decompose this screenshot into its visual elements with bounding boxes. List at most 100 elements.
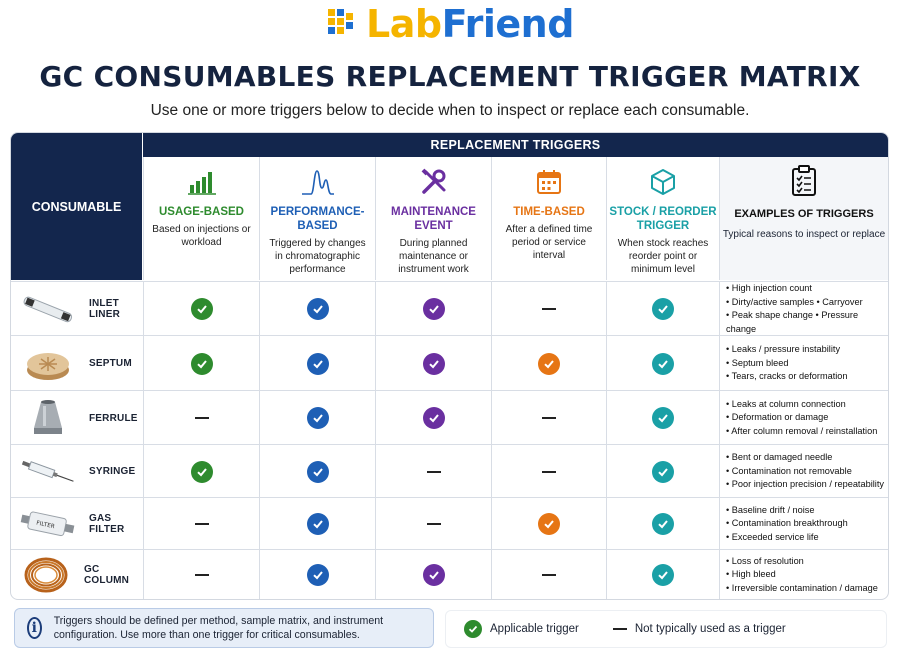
check-icon xyxy=(538,513,560,535)
trigger-column-header-1: PERFORMANCE-BASED Triggered by changes in… xyxy=(259,157,375,280)
trigger-cell xyxy=(606,391,719,445)
logo-text-friend: Friend xyxy=(441,2,575,46)
check-icon xyxy=(422,564,445,586)
example-item: Septum bleed xyxy=(726,357,888,371)
trigger-column-header-2: MAINTENANCE EVENT During planned maintena… xyxy=(375,157,491,280)
check-icon xyxy=(652,460,674,483)
trigger-cell xyxy=(606,498,719,550)
wrench-screwdriver-icon xyxy=(376,167,491,197)
trigger-column-header-3: TIME-BASED After a defined time period or… xyxy=(491,157,606,280)
examples-cell: Loss of resolutionHigh bleedIrreversible… xyxy=(719,550,888,599)
trigger-cell xyxy=(259,445,375,498)
legend-not-typical: Not typically used as a trigger xyxy=(612,623,786,635)
trigger-cell xyxy=(491,391,606,445)
dash-icon xyxy=(542,574,556,576)
examples-column-header: EXAMPLES OF TRIGGERS Typical reasons to … xyxy=(719,157,888,280)
brand-logo: LabFriend xyxy=(0,2,900,46)
dash-icon xyxy=(612,628,627,630)
example-item: After column removal / reinstallation xyxy=(726,425,888,439)
trigger-cell xyxy=(606,550,719,599)
check-icon xyxy=(306,352,329,375)
logo-text-lab: Lab xyxy=(366,2,442,46)
page-title: GC CONSUMABLES REPLACEMENT TRIGGER MATRI… xyxy=(39,60,861,93)
gas-filter-icon: FILTER xyxy=(19,504,77,544)
calendar-icon xyxy=(492,167,606,197)
check-icon xyxy=(652,352,674,375)
green-check-icon xyxy=(464,620,482,638)
trigger-cell xyxy=(259,336,375,391)
box-icon xyxy=(607,167,719,197)
trigger-cell xyxy=(491,445,606,498)
check-icon xyxy=(422,407,445,429)
example-item: Peak shape change • Pressure change xyxy=(726,309,888,336)
example-item: Deformation or damage xyxy=(726,411,888,425)
dash-icon xyxy=(426,523,441,525)
trigger-cell xyxy=(606,282,719,336)
trigger-column-label: PERFORMANCE-BASED xyxy=(270,206,365,232)
dash-icon xyxy=(194,523,209,525)
check-icon xyxy=(422,352,445,375)
table-row: GC COLUMN Loss of resolutionHigh bleedIrr… xyxy=(11,549,888,599)
examples-header-label: EXAMPLES OF TRIGGERS xyxy=(734,208,874,220)
consumable-cell: INLET LINER xyxy=(11,282,142,336)
trigger-column-desc: During planned maintenance or instrument… xyxy=(398,238,469,275)
trigger-cell xyxy=(259,391,375,445)
example-item: Exceeded service life xyxy=(726,531,888,545)
legend-applicable-label: Applicable trigger xyxy=(490,623,579,635)
dash-icon xyxy=(542,308,556,310)
chromatogram-peak-icon xyxy=(260,167,375,197)
trigger-cell xyxy=(491,498,606,550)
table-row: FILTER GAS FILTER Baseline drift / noiseCo… xyxy=(11,497,888,550)
trigger-column-header-0: USAGE-BASED Based on injections or worklo… xyxy=(143,157,259,280)
check-icon xyxy=(306,460,329,483)
check-icon xyxy=(538,352,560,375)
example-item: Loss of resolution xyxy=(726,555,888,569)
examples-cell: Bent or damaged needleContamination not … xyxy=(719,445,888,498)
example-item: High injection count xyxy=(726,282,888,296)
info-note-text: Triggers should be defined per method, s… xyxy=(53,615,384,641)
table-row: INLET LINER High injection countDirty/act… xyxy=(11,281,888,336)
trigger-cell xyxy=(143,282,259,336)
trigger-cell xyxy=(143,498,259,550)
trigger-column-label: USAGE-BASED xyxy=(159,206,244,218)
labfriend-logo-icon xyxy=(328,9,354,34)
example-item: Contamination breakthrough xyxy=(726,517,888,531)
trigger-column-label: STOCK / REORDER TRIGGER xyxy=(609,206,717,232)
consumable-name: INLET LINER xyxy=(89,298,120,320)
check-icon xyxy=(306,298,329,320)
example-item: Baseline drift / noise xyxy=(726,504,888,518)
check-icon xyxy=(190,460,213,483)
trigger-cell xyxy=(259,498,375,550)
dash-icon xyxy=(194,417,209,419)
example-item: Dirty/active samples • Carryover xyxy=(726,296,888,310)
trigger-cell xyxy=(491,336,606,391)
trigger-column-desc: Triggered by changes in chromatographic … xyxy=(269,238,366,275)
table-row: SYRINGE Bent or damaged needleContaminati… xyxy=(11,444,888,498)
consumable-name: GAS FILTER xyxy=(89,513,125,535)
consumable-name: GC COLUMN xyxy=(84,564,130,586)
replacement-triggers-header: REPLACEMENT TRIGGERS xyxy=(143,133,888,157)
example-item: Irreversible contamination / damage xyxy=(726,582,888,596)
trigger-matrix-table: CONSUMABLE REPLACEMENT TRIGGERS USAGE-BA… xyxy=(10,132,889,600)
consumable-name: FERRULE xyxy=(89,412,138,424)
trigger-cell xyxy=(375,445,491,498)
dash-icon xyxy=(542,470,556,473)
trigger-cell xyxy=(375,550,491,599)
check-icon xyxy=(190,352,213,375)
svg-text:FILTER: FILTER xyxy=(36,521,56,531)
consumable-cell: FILTER GAS FILTER xyxy=(11,498,142,550)
check-icon xyxy=(306,407,329,429)
dash-icon xyxy=(194,574,209,576)
consumable-column-header: CONSUMABLE xyxy=(11,133,142,280)
consumable-name: SYRINGE xyxy=(89,466,136,477)
examples-cell: Leaks / pressure instabilitySeptum bleed… xyxy=(719,336,888,391)
dash-icon xyxy=(426,470,441,473)
legend-not-typical-label: Not typically used as a trigger xyxy=(634,623,786,635)
trigger-cell xyxy=(606,445,719,498)
syringe-icon xyxy=(19,452,77,492)
check-icon xyxy=(652,564,674,586)
septum-icon xyxy=(19,344,77,384)
examples-header-desc: Typical reasons to inspect or replace xyxy=(722,229,886,240)
trigger-cell xyxy=(143,445,259,498)
table-row: FERRULE Leaks at column connectionDeforma… xyxy=(11,390,888,445)
